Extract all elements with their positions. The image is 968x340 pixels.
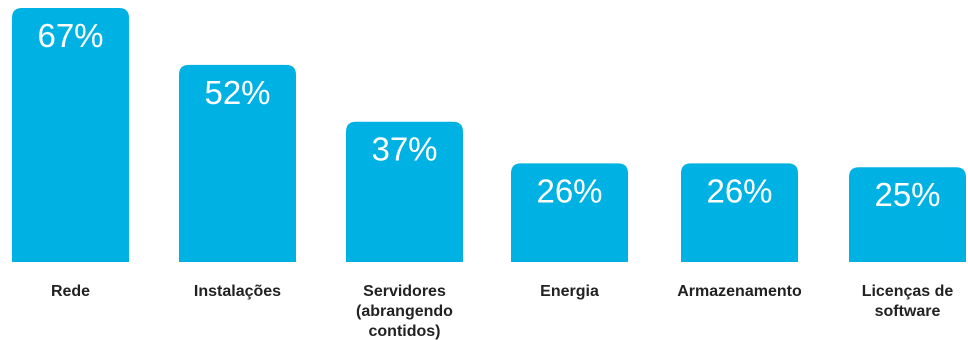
category-label-line: (abrangendo	[356, 303, 453, 320]
bar-value-label-3: 37%	[371, 131, 437, 168]
bar-value-label-6: 25%	[874, 176, 940, 213]
bar-value-label-2: 52%	[204, 74, 270, 111]
bar-value-label-5: 26%	[706, 172, 772, 209]
bar-6	[849, 167, 966, 262]
bar-3	[346, 121, 463, 262]
bar-4	[511, 163, 628, 262]
category-label-line: Servidores	[363, 283, 446, 300]
category-label-4: Energia	[540, 283, 599, 300]
bar-value-label-4: 26%	[536, 172, 602, 209]
category-label-line: contidos)	[369, 323, 441, 340]
category-label-line: Instalações	[194, 283, 281, 300]
bar-5	[681, 163, 798, 262]
category-label-line: software	[875, 303, 941, 320]
category-label-2: Instalações	[194, 283, 281, 300]
category-label-5: Armazenamento	[677, 283, 802, 300]
bar-value-label-1: 67%	[37, 17, 103, 54]
category-label-line: Rede	[51, 283, 90, 300]
category-label-3: Servidores (abrangendo contidos)	[356, 283, 453, 340]
category-label-1: Rede	[51, 283, 90, 300]
category-label-line: Armazenamento	[677, 283, 802, 300]
bar-1	[12, 8, 129, 262]
category-label-line: Licenças de	[862, 283, 954, 300]
bar-2	[179, 64, 296, 263]
category-label-line: Energia	[540, 283, 599, 300]
category-label-6: Licenças de software	[862, 283, 954, 320]
